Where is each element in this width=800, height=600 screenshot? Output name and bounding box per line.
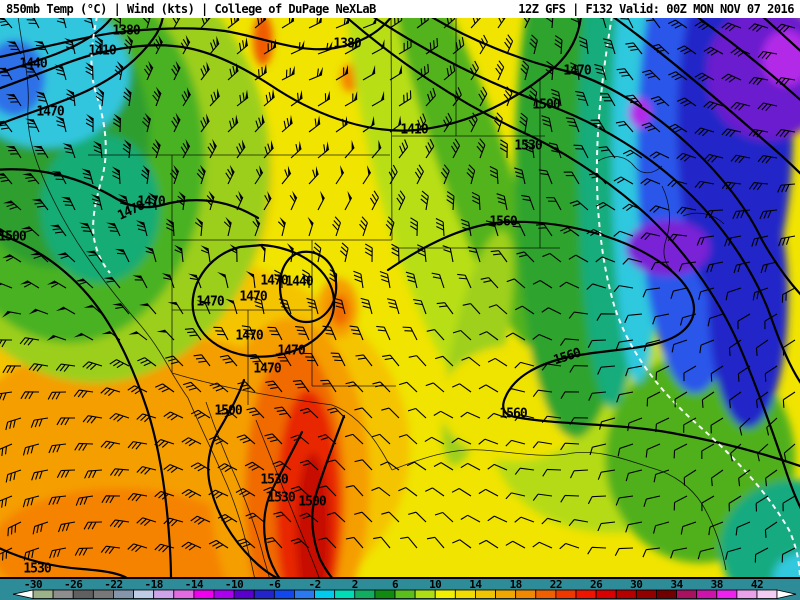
colorbar-segment (736, 589, 758, 599)
colorbar-tick-label: 38 (711, 579, 723, 591)
colorbar-segment (394, 589, 416, 599)
colorbar-left-arrow (12, 589, 34, 599)
colorbar-segment (595, 589, 617, 599)
header-left-title: 850mb Temp (°C) | Wind (kts) | College o… (6, 2, 376, 16)
colorbar-segment (153, 589, 175, 599)
colorbar-segment (72, 589, 94, 599)
colorbar-tick-label: 26 (590, 579, 603, 591)
colorbar-segment (193, 589, 215, 599)
colorbar-segment (635, 589, 657, 599)
colorbar-segment (495, 589, 517, 599)
header-right-title: 12Z GFS | F132 Valid: 00Z MON NOV 07 201… (518, 2, 794, 16)
colorbar-segment (716, 589, 738, 599)
colorbar-tick-label: 6 (392, 579, 399, 591)
colorbar-tick-label: 22 (550, 579, 562, 591)
colorbar-segment (294, 589, 315, 599)
colorbar-segment (32, 589, 54, 599)
temperature-colorbar: -30 -26 -22 -18 -14 -10 -6 -2 2 6 10 14 18 22 26 30 34 38… (0, 577, 800, 600)
colorbar-segment (696, 589, 718, 599)
wind-barb-field (0, 18, 796, 563)
colorbar-segment (555, 589, 577, 599)
colorbar-tick-label: 10 (429, 579, 441, 591)
colorbar-right-arrow (776, 589, 797, 600)
colorbar-tick-label: -14 (185, 579, 204, 591)
colorbar-segment (615, 589, 637, 599)
colorbar-segment (434, 589, 456, 599)
baja-coastline (187, 397, 255, 577)
colorbar-segment (575, 589, 597, 599)
header-bar: 850mb Temp (°C) | Wind (kts) | College o… (0, 0, 800, 18)
temperature-field-map (0, 18, 800, 577)
colorbar-tick-label: -22 (104, 579, 122, 591)
colorbar-tick-label: 14 (469, 579, 482, 591)
colorbar-segment (173, 589, 195, 599)
colorbar-tick-label: -10 (225, 579, 243, 591)
colorbar-segment (414, 589, 436, 599)
colorbar-tick-label: -2 (308, 579, 320, 591)
gulf-coastline (391, 449, 727, 571)
colorbar-segment (354, 589, 376, 599)
colorbar-segment (515, 589, 537, 599)
colorbar-segment (113, 589, 134, 599)
great-lakes (597, 156, 725, 271)
map-canvas: 1380 1410 1440 1470 1470 1470 1500 1380 1410 1470… (0, 18, 800, 577)
colorbar-segment (676, 589, 698, 599)
colorbar-tick-label: -18 (145, 579, 163, 591)
colorbar-segment (213, 589, 235, 599)
colorbar-segment (253, 589, 275, 599)
colorbar-tick-label: 34 (670, 579, 683, 591)
colorbar-segment (92, 589, 114, 599)
colorbar-segment (656, 589, 677, 599)
colorbar-segment (314, 589, 336, 599)
mexico-coastline (255, 419, 320, 577)
colorbar-segment (756, 589, 778, 599)
colorbar-tick-label: 42 (751, 579, 763, 591)
colorbar-segment (233, 589, 255, 599)
colorbar-tick-label: 30 (630, 579, 642, 591)
colorbar-tick-label: 2 (352, 579, 358, 591)
colorbar-segment (535, 589, 557, 599)
colorbar-tick-label: -30 (24, 579, 42, 591)
height-contours (0, 18, 800, 577)
colorbar-segment (454, 589, 476, 599)
colorbar-segment (52, 589, 74, 599)
colorbar-tick-label: -6 (268, 579, 281, 591)
colorbar-segment (374, 589, 396, 599)
colorbar-segment (273, 589, 295, 599)
colorbar-tick-label: -26 (64, 579, 83, 591)
colorbar-segment (334, 589, 356, 599)
colorbar-segment (133, 589, 155, 599)
colorbar-tick-label: 18 (510, 579, 522, 591)
colorbar-segment (475, 589, 496, 599)
colorbar-svg: -30 -26 -22 -18 -14 -10 -6 -2 2 6 10 14 18 22 26 30 34 38… (0, 578, 800, 600)
